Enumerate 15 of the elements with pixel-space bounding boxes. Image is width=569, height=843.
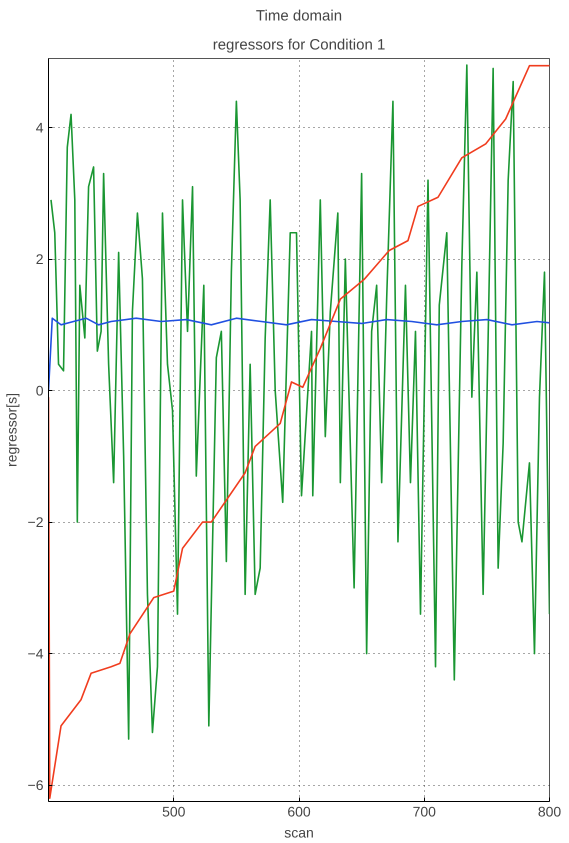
- x-tick-label: 600: [287, 804, 311, 820]
- y-tick-label: −2: [28, 514, 44, 530]
- chart-title: Time domain: [256, 8, 342, 24]
- chart-subtitle: regressors for Condition 1: [212, 36, 386, 54]
- y-tick-label: −4: [28, 646, 44, 662]
- x-tick-label: 700: [412, 804, 436, 820]
- y-tick-label: 2: [36, 251, 44, 268]
- y-tick-label: 4: [36, 120, 44, 136]
- y-tick-label: −6: [28, 777, 44, 794]
- line-series: [48, 317, 550, 392]
- y-axis-title: regressor[s]: [4, 393, 20, 467]
- x-tick-label: 500: [162, 804, 186, 820]
- x-axis-title: scan: [284, 824, 314, 840]
- y-tick-label: 0: [36, 382, 44, 399]
- x-tick-label: 800: [538, 804, 562, 820]
